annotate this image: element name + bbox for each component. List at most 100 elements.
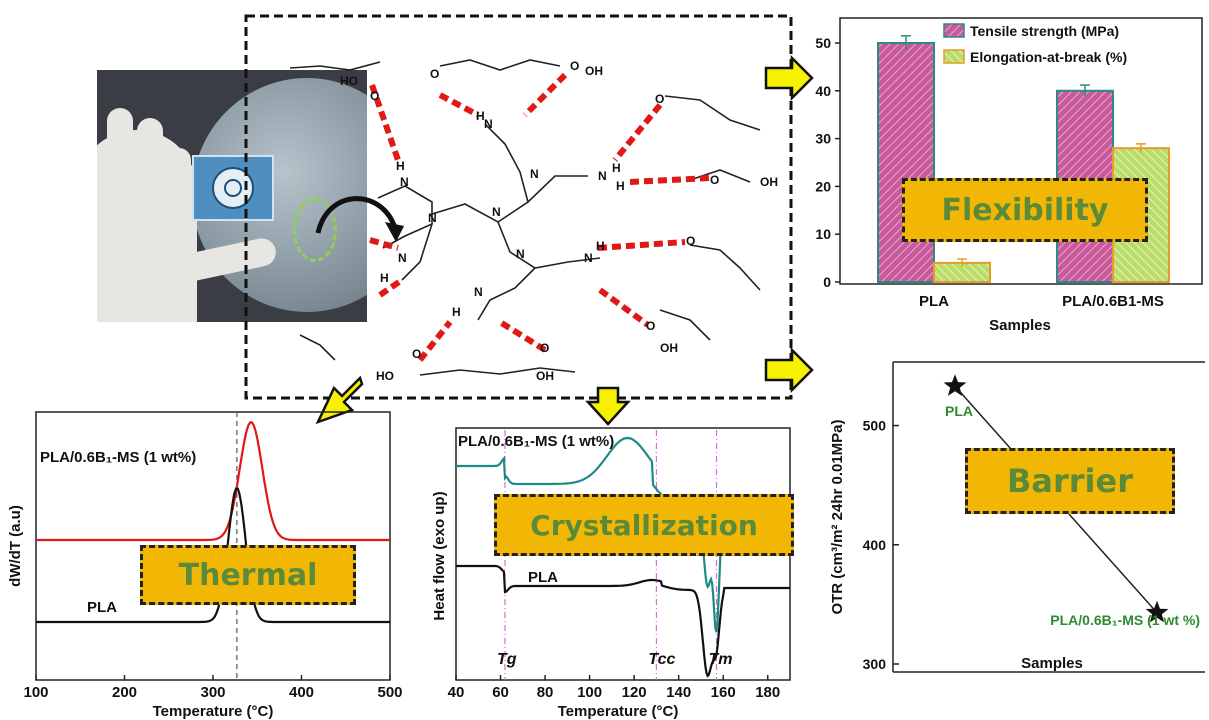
tga-curve-pla (36, 487, 390, 624)
atom-o: O (540, 341, 549, 355)
legend-swatch-tensile (943, 23, 965, 38)
bar-y-tick-label: 50 (815, 35, 831, 51)
otr-x-label: Samples (1021, 655, 1083, 672)
dsc-pla-label: PLA (528, 569, 558, 586)
dsc-x-tick-label: 160 (711, 684, 736, 701)
molecule-frame (244, 14, 793, 400)
dsc-transition-markers: Tg Tcc Tm (497, 430, 733, 680)
atom-oh: OH (536, 369, 554, 383)
atom-oh: OH (585, 64, 603, 78)
tga-x-ticks: 100 200 300 400 500 (23, 675, 403, 701)
atom-h: H (612, 161, 621, 175)
arrow-to-thermal (315, 375, 364, 425)
molecule-skeleton (289, 59, 761, 376)
atom-n: N (474, 285, 483, 299)
atom-h: H (452, 305, 461, 319)
bar-y-tick-label: 30 (815, 131, 831, 147)
glove-finger (167, 148, 191, 248)
bar (877, 42, 935, 283)
otr-y-tick-label: 400 (863, 537, 887, 553)
atom-o: O (370, 89, 379, 103)
dsc-marker-label: Tcc (648, 651, 675, 668)
highlight-circle (293, 198, 337, 262)
dsc-marker-label: Tg (497, 651, 517, 668)
atom-o: O (655, 92, 664, 106)
bar-x-label: Samples (989, 317, 1051, 334)
dsc-x-label: Temperature (°C) (558, 703, 679, 720)
otr-y-label: OTR (cm³/m² 24hr 0.01MPa) (829, 419, 846, 614)
dsc-marker-label: Tm (709, 651, 733, 668)
glove-finger (137, 118, 163, 228)
atom-h: H (616, 179, 625, 193)
flexibility-bar-chart: 0 10 20 30 40 50 PLA PLA/0.6B1-MS Samples Tens… (815, 17, 1203, 334)
yellow-arrows (315, 54, 814, 426)
otr-point-label: PLA (945, 403, 973, 419)
atom-o: O (430, 67, 439, 81)
bar-y-tick-label: 0 (823, 274, 831, 290)
otr-y-tick-label: 500 (863, 418, 887, 434)
bar-series (877, 35, 1170, 284)
legend-swatch-elongation (943, 49, 965, 64)
atom-h: H (380, 271, 389, 285)
atom-oh: OH (660, 341, 678, 355)
atom-ho: HO (340, 74, 358, 88)
barrier-scatter-chart: 300 400 500 PLA PLA/0.6B₁-MS (1 wt %) Sampl… (829, 361, 1205, 673)
thermal-dtg-chart: 100 200 300 400 500 PLA/0.6B₁-MS (1 wt%) PLA… (7, 411, 403, 720)
otr-point-label: PLA/0.6B₁-MS (1 wt %) (1050, 612, 1200, 628)
dsc-x-tick-label: 180 (755, 684, 780, 701)
atom-n: N (484, 117, 493, 131)
bar-plot-frame (839, 17, 1203, 285)
pla-film-photo (97, 70, 367, 322)
tga-x-tick-label: 300 (200, 684, 225, 701)
atom-n: N (428, 211, 437, 225)
atom-n: N (598, 169, 607, 183)
atom-o: O (686, 234, 695, 248)
dsc-x-tick-label: 40 (448, 684, 465, 701)
otr-y-ticks: 300 400 500 (863, 418, 899, 672)
badge-crystallization: Crystallization (494, 494, 794, 556)
otr-point-star (1145, 600, 1169, 623)
curved-arrow (315, 196, 398, 234)
atom-n: N (530, 167, 539, 181)
atom-h: H (476, 109, 485, 123)
tga-composite-label: PLA/0.6B₁-MS (1 wt%) (40, 449, 196, 466)
arrow-to-flexibility (764, 54, 814, 102)
tga-pla-label: PLA (87, 599, 117, 616)
legend-tensile-label: Tensile strength (MPa) (970, 23, 1119, 39)
atom-o: O (412, 347, 421, 361)
dsc-x-tick-label: 100 (577, 684, 602, 701)
tga-curve-composite (36, 421, 390, 542)
atom-oh: OH (760, 175, 778, 189)
atom-ho: HO (376, 369, 394, 383)
atom-n: N (398, 251, 407, 265)
tga-y-label: dW/dT (a.u) (7, 505, 24, 587)
otr-y-tick-label: 300 (863, 656, 887, 672)
atom-o: O (646, 319, 655, 333)
curved-arrow-head (385, 222, 404, 242)
atom-o: O (570, 59, 579, 73)
arrow-to-crystallization (585, 386, 631, 426)
institute-logo (192, 155, 274, 221)
hydrogen-bonds (369, 72, 711, 362)
glove-finger (107, 108, 133, 218)
legend-elongation-label: Elongation-at-break (%) (970, 49, 1127, 65)
badge-barrier: Barrier (965, 448, 1175, 514)
atom-h: H (596, 239, 605, 253)
bar-x-ticks: PLA PLA/0.6B1-MS (919, 293, 1164, 310)
crystallization-dsc-chart: 40 60 80 100 120 140 160 180 Tg Tcc Tm PLA/0.6B₁-… (431, 427, 791, 720)
badge-thermal: Thermal (140, 545, 356, 605)
dsc-y-label: Heat flow (exo up) (431, 491, 448, 620)
tga-x-tick-label: 100 (23, 684, 48, 701)
bar-y-tick-label: 10 (815, 226, 831, 242)
tga-x-label: Temperature (°C) (153, 703, 274, 720)
atom-o: O (710, 173, 719, 187)
dsc-composite-label: PLA/0.6B₁-MS (1 wt%) (458, 433, 614, 450)
tga-x-tick-label: 400 (289, 684, 314, 701)
bar-category-label: PLA (919, 293, 949, 310)
dsc-x-tick-label: 60 (492, 684, 509, 701)
atom-h: H (396, 159, 405, 173)
tga-x-tick-label: 500 (377, 684, 402, 701)
atom-labels: HO OH OH OH HO OH N N N N N N N N N N H … (340, 59, 778, 383)
dsc-x-ticks: 40 60 80 100 120 140 160 180 (448, 675, 780, 701)
